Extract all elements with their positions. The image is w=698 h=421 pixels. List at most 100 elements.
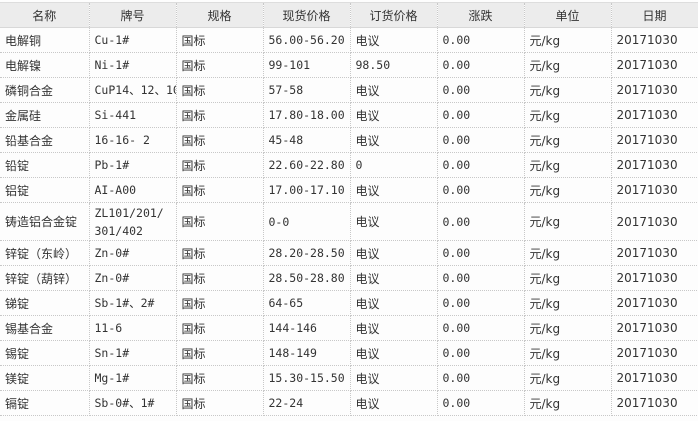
column-header-spot-price: 现货价格 — [262, 2, 351, 28]
cell-change: 0.00 — [436, 290, 525, 316]
cell-date: 20171030 — [610, 52, 698, 78]
cell-standard: 国标 — [175, 390, 264, 416]
cell-change: 0.00 — [436, 202, 525, 241]
cell-standard: 国标 — [175, 52, 264, 78]
cell-standard: 国标 — [175, 27, 264, 53]
cell-name: 电解铜 — [0, 27, 90, 53]
cell-standard: 国标 — [175, 177, 264, 203]
cell-date: 20171030 — [610, 102, 698, 128]
cell-change: 0.00 — [436, 102, 525, 128]
cell-order-price: 电议 — [349, 127, 438, 153]
cell-standard: 国标 — [175, 77, 264, 103]
cell-standard: 国标 — [175, 102, 264, 128]
cell-name: 铅基合金 — [0, 127, 90, 153]
cell-unit: 元/kg — [523, 52, 612, 78]
cell-name: 铅锭 — [0, 152, 90, 178]
cell-standard: 国标 — [175, 340, 264, 366]
cell-order-price: 电议 — [349, 340, 438, 366]
cell-spot-price: 28.50-28.80 — [262, 265, 351, 291]
cell-spot-price: 56.00-56.20 — [262, 27, 351, 53]
cell-order-price: 电议 — [349, 390, 438, 416]
cell-order-price: 电议 — [349, 240, 438, 266]
cell-name: 锌锭（东岭） — [0, 240, 90, 266]
cell-grade: 16-16- 2 — [88, 127, 177, 153]
table-row: 电解镍 Ni-1# 国标 99-101 98.50 0.00 元/kg 20171030 — [0, 52, 698, 78]
cell-spot-price: 17.00-17.10 — [262, 177, 351, 203]
cell-change: 0.00 — [436, 390, 525, 416]
cell-name: 锑锭 — [0, 290, 90, 316]
cell-date: 20171030 — [610, 290, 698, 316]
cell-grade: Zn-0# — [88, 240, 177, 266]
cell-change: 0.00 — [436, 77, 525, 103]
cell-name: 镁锭 — [0, 365, 90, 391]
cell-order-price: 电议 — [349, 315, 438, 341]
table-row: 镁锭 Mg-1# 国标 15.30-15.50 电议 0.00 元/kg 20171030 — [0, 365, 698, 391]
cell-standard: 国标 — [175, 290, 264, 316]
cell-date: 20171030 — [610, 177, 698, 203]
cell-order-price: 电议 — [349, 77, 438, 103]
table-row: 锌锭（葫锌） Zn-0# 国标 28.50-28.80 电议 0.00 元/kg 201710… — [0, 265, 698, 291]
cell-unit: 元/kg — [523, 102, 612, 128]
cell-grade: ZL101/201/301/402 — [88, 202, 177, 241]
cell-order-price: 电议 — [349, 265, 438, 291]
cell-date: 20171030 — [610, 127, 698, 153]
cell-grade: 11-6 — [88, 315, 177, 341]
table-row: 锡基合金 11-6 国标 144-146 电议 0.00 元/kg 20171030 — [0, 315, 698, 341]
cell-order-price: 98.50 — [349, 52, 438, 78]
cell-unit: 元/kg — [523, 202, 612, 241]
cell-date: 20171030 — [610, 340, 698, 366]
cell-spot-price: 144-146 — [262, 315, 351, 341]
cell-change: 0.00 — [436, 240, 525, 266]
cell-name: 金属硅 — [0, 102, 90, 128]
cell-change: 0.00 — [436, 152, 525, 178]
cell-unit: 元/kg — [523, 177, 612, 203]
cell-unit: 元/kg — [523, 265, 612, 291]
cell-unit: 元/kg — [523, 77, 612, 103]
cell-date: 20171030 — [610, 152, 698, 178]
cell-standard: 国标 — [175, 127, 264, 153]
cell-grade: AI-A00 — [88, 177, 177, 203]
cell-change: 0.00 — [436, 365, 525, 391]
table-row: 金属硅 Si-441 国标 17.80-18.00 电议 0.00 元/kg 20171030 — [0, 102, 698, 128]
cell-grade: Pb-1# — [88, 152, 177, 178]
cell-change: 0.00 — [436, 265, 525, 291]
cell-grade: Sb-0#、1# — [88, 390, 177, 416]
cell-standard: 国标 — [175, 202, 264, 241]
cell-spot-price: 45-48 — [262, 127, 351, 153]
table-row: 镉锭 Sb-0#、1# 国标 22-24 电议 0.00 元/kg 20171030 — [0, 390, 698, 416]
cell-grade: Si-441 — [88, 102, 177, 128]
cell-spot-price: 99-101 — [262, 52, 351, 78]
cell-spot-price: 17.80-18.00 — [262, 102, 351, 128]
cell-change: 0.00 — [436, 177, 525, 203]
cell-date: 20171030 — [610, 365, 698, 391]
cell-order-price: 电议 — [349, 290, 438, 316]
cell-name: 磷铜合金 — [0, 77, 90, 103]
cell-standard: 国标 — [175, 265, 264, 291]
cell-unit: 元/kg — [523, 152, 612, 178]
cell-name: 铸造铝合金锭 — [0, 202, 90, 241]
cell-standard: 国标 — [175, 315, 264, 341]
cell-name: 铝锭 — [0, 177, 90, 203]
cell-spot-price: 15.30-15.50 — [262, 365, 351, 391]
column-header-order-price: 订货价格 — [349, 2, 438, 28]
cell-order-price: 电议 — [349, 102, 438, 128]
column-header-date: 日期 — [610, 2, 698, 28]
cell-standard: 国标 — [175, 240, 264, 266]
cell-change: 0.00 — [436, 127, 525, 153]
cell-spot-price: 22.60-22.80 — [262, 152, 351, 178]
table-row: 铅锭 Pb-1# 国标 22.60-22.80 0 0.00 元/kg 20171030 — [0, 152, 698, 178]
cell-spot-price: 0-0 — [262, 202, 351, 241]
cell-unit: 元/kg — [523, 340, 612, 366]
cell-grade: Cu-1# — [88, 27, 177, 53]
cell-order-price: 电议 — [349, 365, 438, 391]
column-header-name: 名称 — [0, 2, 90, 28]
cell-spot-price: 148-149 — [262, 340, 351, 366]
cell-spot-price: 64-65 — [262, 290, 351, 316]
cell-name: 镉锭 — [0, 390, 90, 416]
cell-date: 20171030 — [610, 27, 698, 53]
cell-date: 20171030 — [610, 390, 698, 416]
cell-unit: 元/kg — [523, 390, 612, 416]
cell-standard: 国标 — [175, 365, 264, 391]
cell-name: 锌锭（葫锌） — [0, 265, 90, 291]
